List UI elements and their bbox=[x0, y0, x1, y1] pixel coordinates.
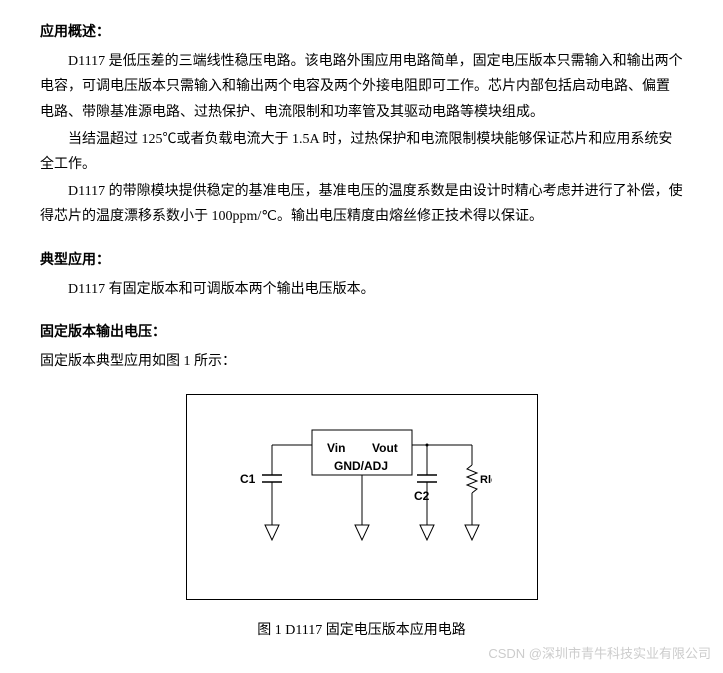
circuit-diagram: Vin Vout GND/ADJ C1 C2 bbox=[232, 420, 492, 560]
watermark: CSDN @深圳市青牛科技实业有限公司 bbox=[488, 642, 711, 665]
typical-heading: 典型应用： bbox=[40, 248, 683, 273]
figure-box: Vin Vout GND/ADJ C1 C2 bbox=[186, 394, 538, 600]
fixed-heading: 固定版本输出电压： bbox=[40, 320, 683, 345]
rload-label: Rload bbox=[480, 474, 492, 486]
gndadj-label: GND/ADJ bbox=[334, 459, 388, 473]
fixed-section: 固定版本输出电压： 固定版本典型应用如图 1 所示： bbox=[40, 320, 683, 374]
figure-container: Vin Vout GND/ADJ C1 C2 bbox=[40, 394, 683, 600]
vin-label: Vin bbox=[327, 441, 345, 455]
overview-p2: 当结温超过 125℃或者负载电流大于 1.5A 时，过热保护和电流限制模块能够保… bbox=[40, 127, 683, 177]
figure-caption: 图 1 D1117 固定电压版本应用电路 bbox=[40, 618, 683, 643]
typical-section: 典型应用： D1117 有固定版本和可调版本两个输出电压版本。 bbox=[40, 248, 683, 302]
overview-p3: D1117 的带隙模块提供稳定的基准电压，基准电压的温度系数是由设计时精心考虑并… bbox=[40, 179, 683, 229]
typical-p1: D1117 有固定版本和可调版本两个输出电压版本。 bbox=[40, 277, 683, 302]
fixed-p1: 固定版本典型应用如图 1 所示： bbox=[40, 349, 683, 374]
c1-label: C1 bbox=[240, 472, 256, 486]
overview-p1: D1117 是低压差的三端线性稳压电路。该电路外围应用电路简单，固定电压版本只需… bbox=[40, 49, 683, 125]
overview-heading: 应用概述： bbox=[40, 20, 683, 45]
c2-label: C2 bbox=[414, 489, 430, 503]
vout-label: Vout bbox=[372, 441, 398, 455]
overview-section: 应用概述： D1117 是低压差的三端线性稳压电路。该电路外围应用电路简单，固定… bbox=[40, 20, 683, 230]
